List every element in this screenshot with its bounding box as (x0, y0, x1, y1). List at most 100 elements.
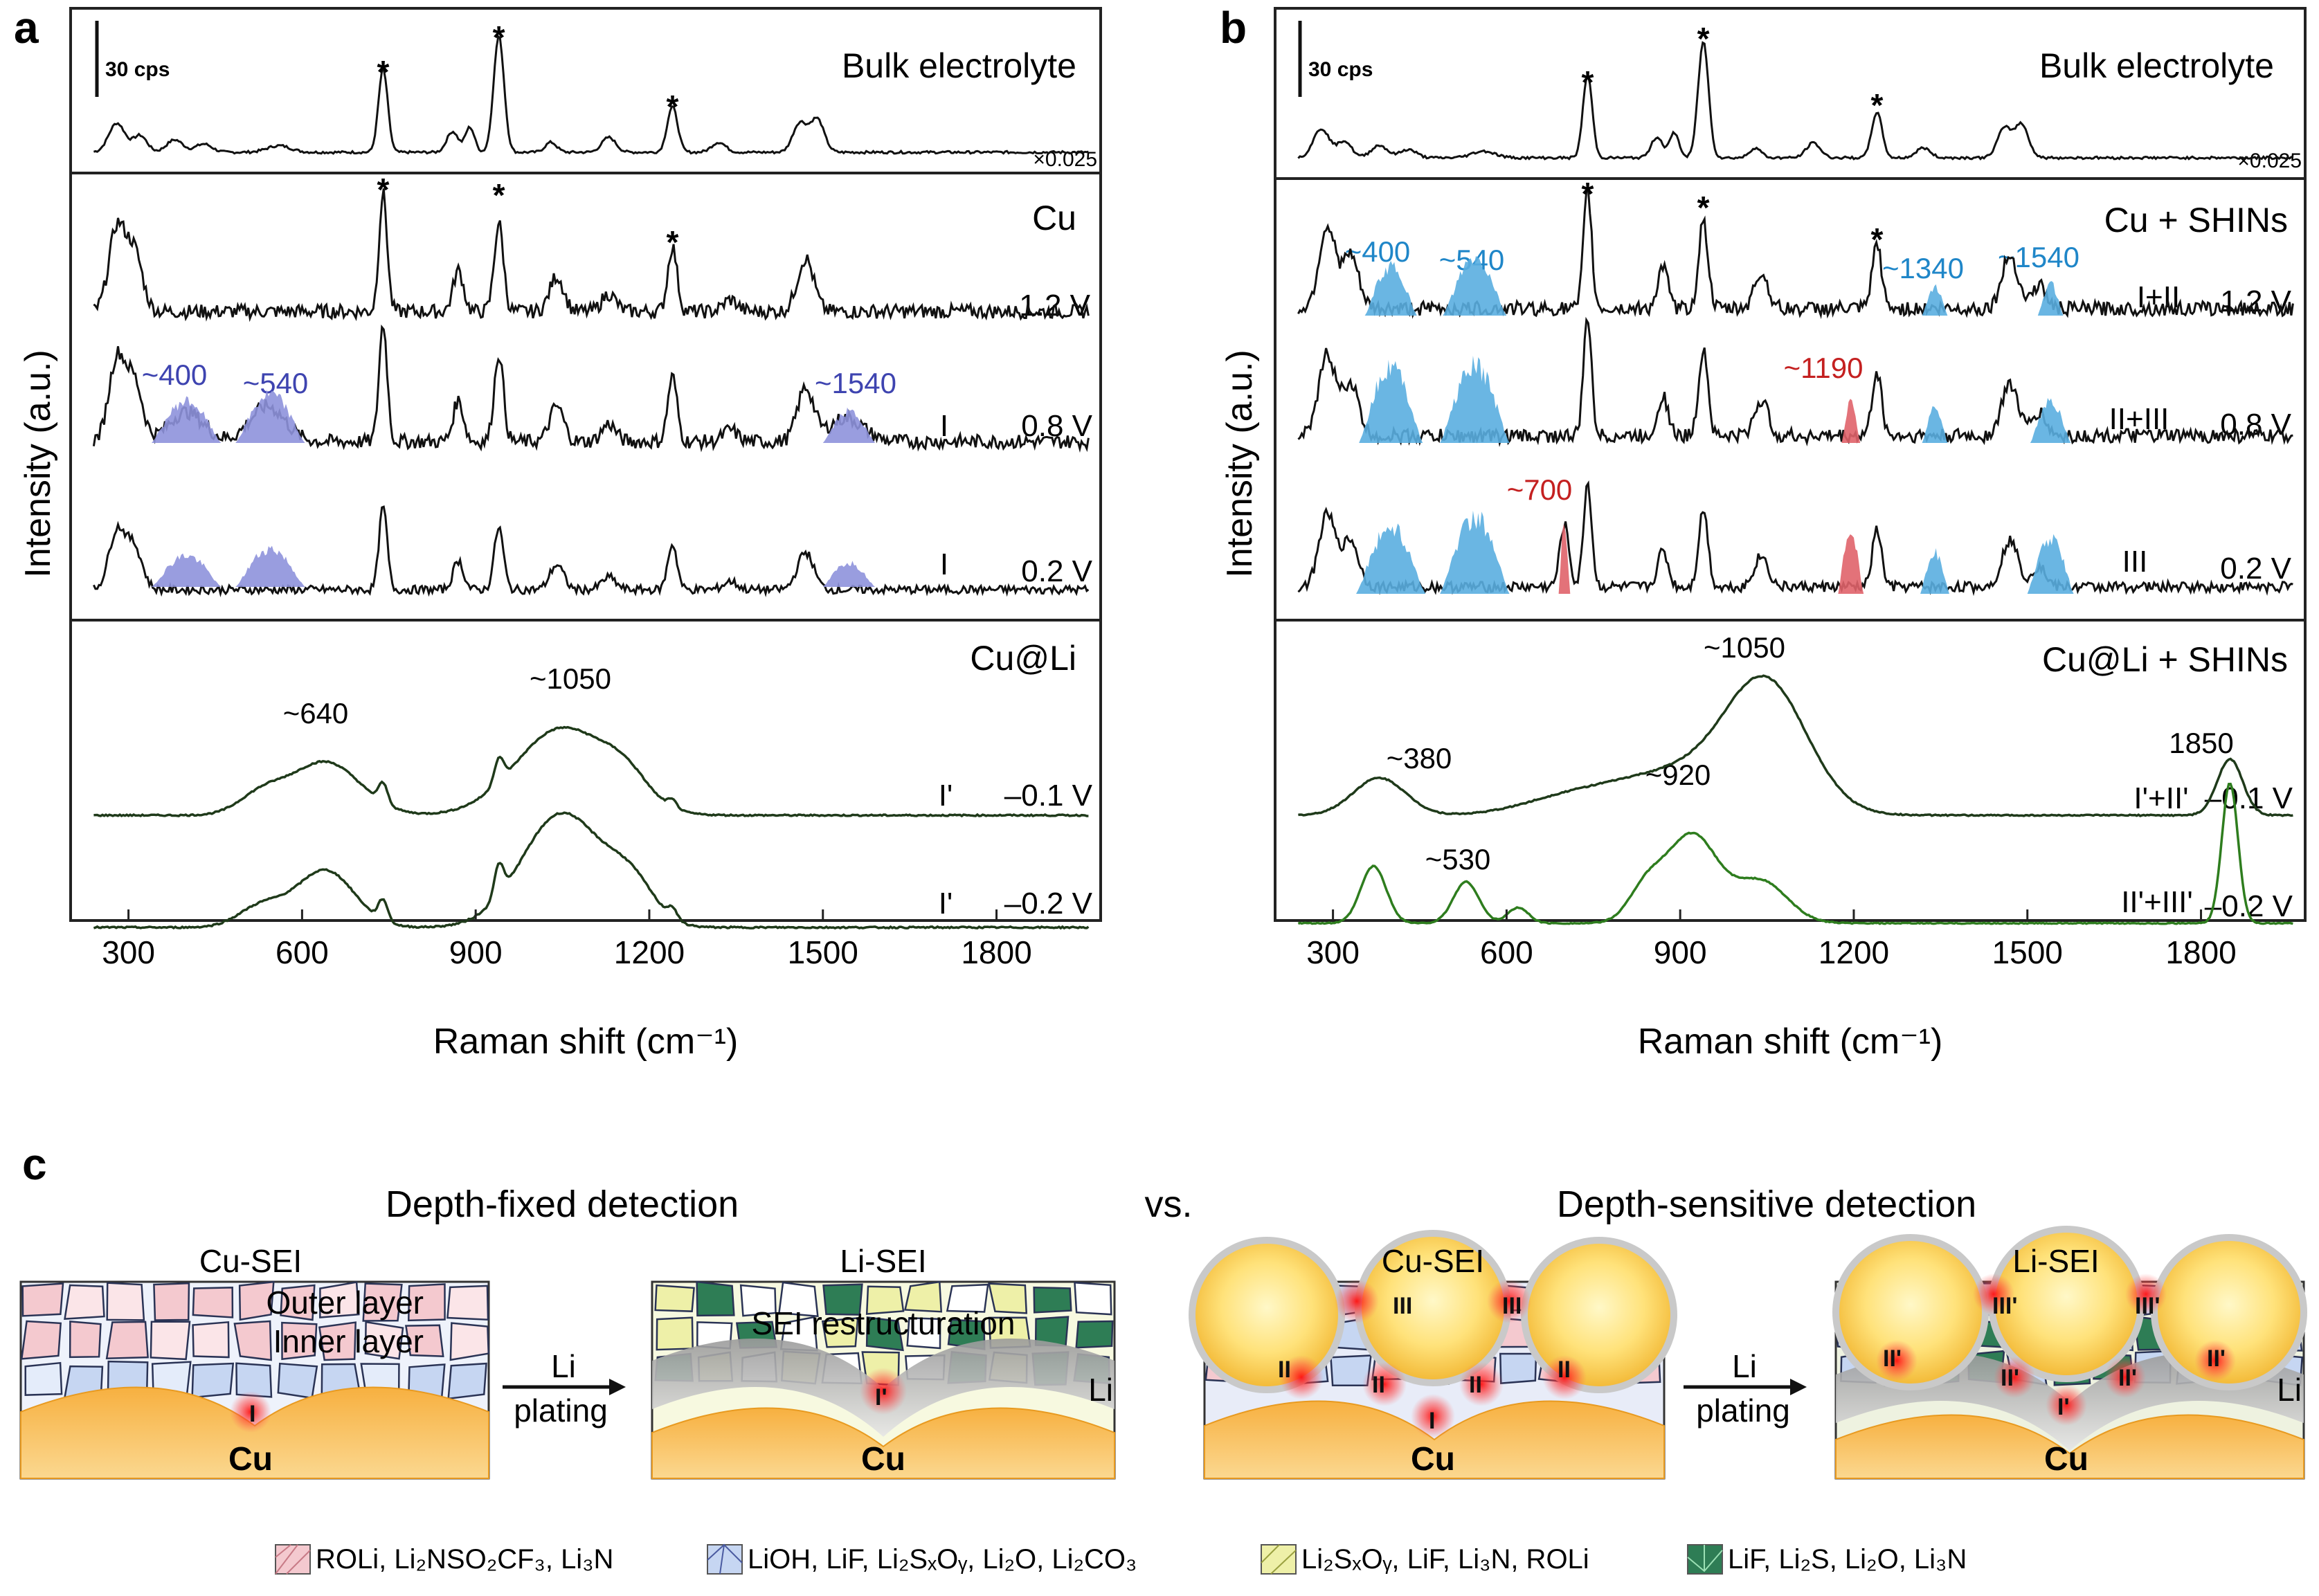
solvent-peak-star: * (1870, 87, 1883, 123)
scene2-li (652, 1339, 1115, 1437)
region-III-2: III (1502, 1293, 1522, 1319)
spectrum-line (93, 188, 1090, 323)
cu-label-1: Cu (228, 1441, 273, 1478)
sei-cell (449, 1322, 490, 1361)
cu-label-3: Cu (1411, 1441, 1455, 1478)
legend-text-2: LiOH, LiF, Li₂SₓOᵧ, Li₂O, Li₂CO₃ (748, 1544, 1137, 1575)
x-tick-label: 1200 (1819, 934, 1889, 970)
x-ticks-b: 300 600 900 1200 1500 1800 (1306, 909, 2237, 970)
label-a-5: I' (939, 887, 953, 921)
peak-b-1050: ~1050 (1704, 631, 1785, 664)
x-tick-label: 1500 (1992, 934, 2063, 970)
sei-cell (192, 1287, 234, 1318)
sei-cell (821, 1317, 859, 1348)
sei-cell (1033, 1286, 1072, 1314)
peak-fill (235, 545, 305, 587)
arrow-li-2: Li (1732, 1348, 1757, 1384)
sei-cell (150, 1321, 191, 1361)
legend-swatch-3 (1261, 1544, 1297, 1575)
spectra-a: * * * * * * (92, 19, 1090, 930)
peak-b-530: ~530 (1425, 843, 1491, 876)
vs-label: vs. (1144, 1184, 1192, 1225)
region-labels: II II II II III III I I I' III' III' II'… (249, 1293, 2226, 1434)
bulk-title-b: Bulk electrolyte (2039, 46, 2274, 85)
scene4-hotspot-2 (2125, 1273, 2167, 1315)
cu-title-a: Cu (1032, 199, 1076, 237)
sei-cell (364, 1321, 404, 1360)
sei-cell (1074, 1281, 1112, 1316)
sei-cell (903, 1280, 943, 1313)
sei-cell (906, 1316, 941, 1350)
sei-cell (21, 1282, 64, 1317)
voltage-b-3: 0.2 V (2220, 552, 2291, 586)
solvent-peak-star: * (493, 177, 505, 213)
peak-fill (1838, 534, 1864, 594)
sei-cell (69, 1321, 102, 1359)
depth-fixed-title: Depth-fixed detection (386, 1184, 739, 1225)
spectrum-line (1298, 674, 2293, 817)
region-II-3: II (1469, 1372, 1482, 1398)
peak-fill (1440, 510, 1510, 594)
region-IIp-3: II' (2118, 1365, 2137, 1391)
peak-fill (822, 561, 875, 587)
solvent-peak-star: * (666, 89, 678, 125)
region-II-1: II (1278, 1357, 1291, 1383)
scene1-hotspot (230, 1391, 271, 1433)
region-IIp-1: II' (1883, 1345, 1902, 1372)
scene3-hotspot-2 (1487, 1279, 1531, 1323)
x-axis-title-a: Raman shift (cm⁻¹) (433, 1022, 739, 1062)
spectrum-line (1297, 41, 2293, 161)
sei-cell (20, 1320, 62, 1360)
scene1-title: Cu-SEI (199, 1243, 302, 1279)
solvent-peak-star: * (1697, 190, 1710, 226)
peak-fill (1443, 255, 1507, 316)
peak-fill (152, 396, 222, 443)
voltage-a-5: –0.2 V (1004, 887, 1093, 921)
region-I-3: I (1429, 1408, 1435, 1434)
sei-cell (822, 1283, 863, 1316)
scale-bar-label-a: 30 cps (105, 58, 170, 81)
sei-cell (192, 1321, 230, 1359)
x-tick-label: 300 (102, 934, 155, 970)
region-Ip-4: I' (2057, 1394, 2070, 1420)
region-III-1: III (1393, 1293, 1412, 1319)
sei-cell (865, 1316, 904, 1352)
sei-cell (778, 1281, 819, 1318)
scene3-hotspot-3 (1279, 1355, 1324, 1399)
scene3-hotspot-6 (1542, 1355, 1587, 1399)
label-b-5: II'+III' (2121, 885, 2193, 919)
region-I-1: I (249, 1401, 255, 1427)
bulk-title-a: Bulk electrolyte (842, 46, 1076, 85)
x-tick-label: 600 (276, 934, 329, 970)
label-b-4: I'+II' (2133, 781, 2188, 815)
peak-fill (1841, 399, 1861, 443)
peak-b-1540: ~1540 (1998, 241, 2079, 273)
x-tick-label: 1800 (961, 934, 1031, 970)
sei-cell (446, 1285, 489, 1321)
sei-cell (988, 1282, 1028, 1314)
sei-cell (238, 1280, 275, 1321)
scene4-hotspot-6 (2194, 1340, 2236, 1381)
region-IIp-4: II' (2207, 1345, 2226, 1372)
legend-swatch-2-hatch (707, 1543, 743, 1575)
bulk-scale-b: ×0.025 (2237, 149, 2302, 172)
panel-letter-b: b (1220, 3, 1247, 53)
label-a-4: I' (939, 779, 953, 813)
sei-cell (1499, 1352, 1537, 1384)
peak-fill (1922, 284, 1948, 316)
scene2-title: Li-SEI (840, 1243, 926, 1279)
voltage-a-3: 0.2 V (1021, 554, 1092, 588)
spectrum-line (1297, 782, 2293, 925)
sei-cell (656, 1316, 694, 1351)
legend-swatch-1 (275, 1544, 311, 1575)
panel-letter-a: a (14, 3, 39, 53)
peak-fill (822, 407, 875, 443)
culi-title-b: Cu@Li + SHINs (2042, 640, 2288, 679)
scene3-hotspot-1 (1335, 1279, 1379, 1323)
solvent-peak-star: * (1870, 221, 1883, 257)
label-a-2: I (940, 409, 948, 443)
peak-fill (2037, 281, 2064, 316)
region-II-4: II (1558, 1357, 1571, 1383)
sei-cell (318, 1321, 357, 1361)
spectra-b: * * * * * * (1297, 21, 2294, 925)
